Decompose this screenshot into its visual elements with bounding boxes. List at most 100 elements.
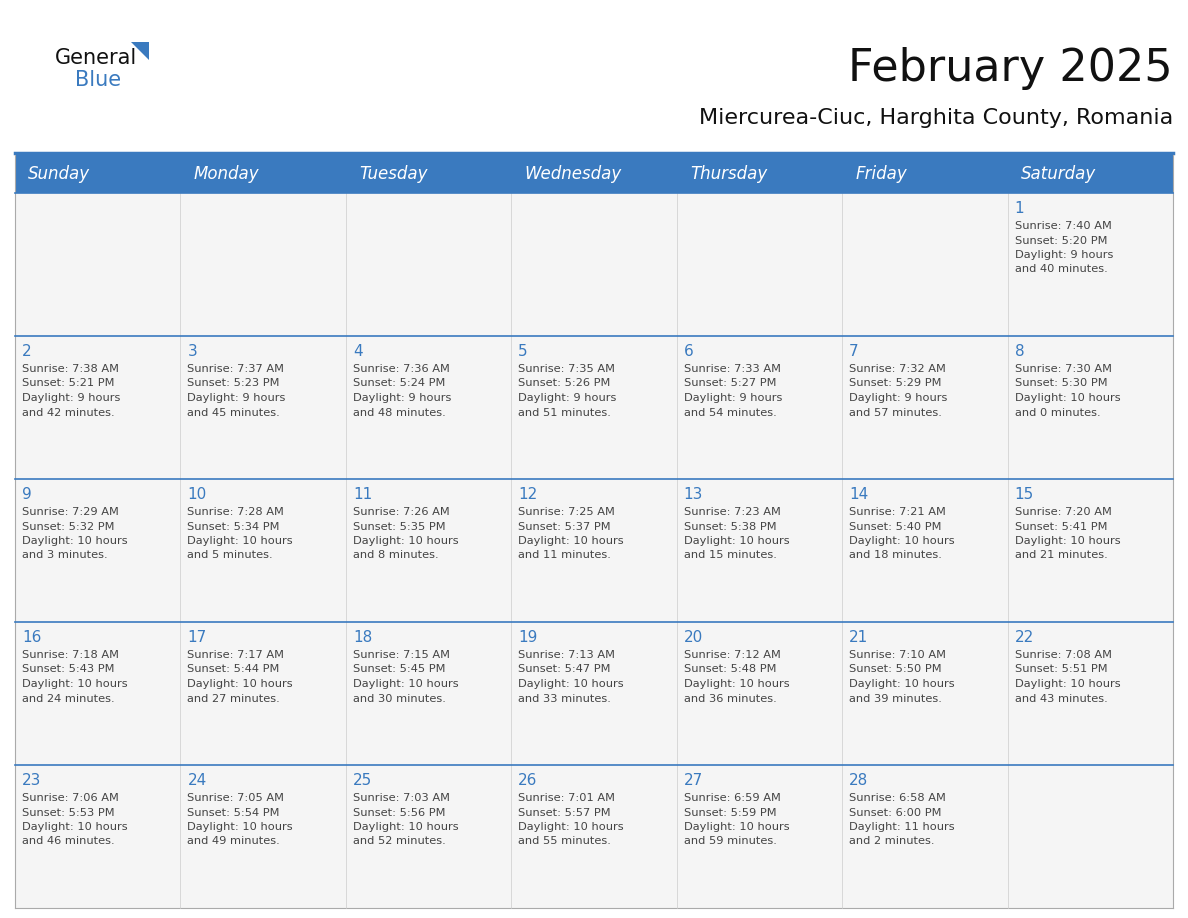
Text: 11: 11 [353, 487, 372, 502]
Text: Daylight: 10 hours: Daylight: 10 hours [849, 679, 955, 689]
Bar [15, 622, 181, 765]
Text: Sunrise: 7:03 AM: Sunrise: 7:03 AM [353, 793, 450, 803]
Text: Daylight: 10 hours: Daylight: 10 hours [188, 679, 293, 689]
Text: Sunset: 5:35 PM: Sunset: 5:35 PM [353, 521, 446, 532]
Bar [181, 155, 346, 193]
Text: Sunset: 5:41 PM: Sunset: 5:41 PM [1015, 521, 1107, 532]
Text: 3: 3 [188, 344, 197, 359]
Text: Sunrise: 7:28 AM: Sunrise: 7:28 AM [188, 507, 284, 517]
Text: Daylight: 10 hours: Daylight: 10 hours [353, 679, 459, 689]
Text: Daylight: 10 hours: Daylight: 10 hours [518, 536, 624, 546]
Text: Sunrise: 7:23 AM: Sunrise: 7:23 AM [684, 507, 781, 517]
Text: and 15 minutes.: and 15 minutes. [684, 551, 777, 561]
Bar [842, 622, 1007, 765]
Text: Sunrise: 7:33 AM: Sunrise: 7:33 AM [684, 364, 781, 374]
Text: Daylight: 10 hours: Daylight: 10 hours [23, 822, 127, 832]
Bar [677, 155, 842, 193]
Text: Daylight: 10 hours: Daylight: 10 hours [353, 536, 459, 546]
Text: and 30 minutes.: and 30 minutes. [353, 693, 446, 703]
Text: Sunset: 5:44 PM: Sunset: 5:44 PM [188, 665, 280, 675]
Text: Daylight: 10 hours: Daylight: 10 hours [684, 679, 789, 689]
Text: and 42 minutes.: and 42 minutes. [23, 408, 114, 418]
Text: Sunrise: 7:40 AM: Sunrise: 7:40 AM [1015, 221, 1112, 231]
Text: Daylight: 9 hours: Daylight: 9 hours [188, 393, 286, 403]
Text: and 51 minutes.: and 51 minutes. [518, 408, 611, 418]
Text: Blue: Blue [75, 70, 121, 90]
Text: and 59 minutes.: and 59 minutes. [684, 836, 777, 846]
Text: and 46 minutes.: and 46 minutes. [23, 836, 114, 846]
Text: and 0 minutes.: and 0 minutes. [1015, 408, 1100, 418]
Text: 12: 12 [518, 487, 537, 502]
Text: Sunrise: 7:15 AM: Sunrise: 7:15 AM [353, 650, 450, 660]
Text: and 39 minutes.: and 39 minutes. [849, 693, 942, 703]
Bar [346, 479, 511, 622]
Text: Sunrise: 7:38 AM: Sunrise: 7:38 AM [23, 364, 119, 374]
Text: 18: 18 [353, 630, 372, 645]
Bar [842, 155, 1007, 193]
Text: February 2025: February 2025 [848, 47, 1173, 89]
Text: Sunrise: 7:12 AM: Sunrise: 7:12 AM [684, 650, 781, 660]
Text: Sunset: 5:40 PM: Sunset: 5:40 PM [849, 521, 942, 532]
Text: 24: 24 [188, 773, 207, 788]
Text: 9: 9 [23, 487, 32, 502]
Text: 23: 23 [23, 773, 42, 788]
Text: 7: 7 [849, 344, 859, 359]
Text: 1: 1 [1015, 201, 1024, 216]
Text: 16: 16 [23, 630, 42, 645]
Bar [511, 765, 677, 908]
Text: Daylight: 10 hours: Daylight: 10 hours [1015, 393, 1120, 403]
Text: Sunset: 5:50 PM: Sunset: 5:50 PM [849, 665, 942, 675]
Text: Daylight: 10 hours: Daylight: 10 hours [518, 822, 624, 832]
Text: Sunrise: 7:29 AM: Sunrise: 7:29 AM [23, 507, 119, 517]
Text: Sunrise: 7:26 AM: Sunrise: 7:26 AM [353, 507, 449, 517]
Text: Monday: Monday [194, 165, 259, 183]
Text: Sunset: 5:43 PM: Sunset: 5:43 PM [23, 665, 114, 675]
Bar [346, 155, 511, 193]
Text: Sunrise: 7:05 AM: Sunrise: 7:05 AM [188, 793, 284, 803]
Text: Sunset: 5:21 PM: Sunset: 5:21 PM [23, 378, 114, 388]
Text: Daylight: 10 hours: Daylight: 10 hours [1015, 536, 1120, 546]
Bar [1007, 155, 1173, 193]
Text: and 36 minutes.: and 36 minutes. [684, 693, 777, 703]
Text: 14: 14 [849, 487, 868, 502]
Bar [677, 479, 842, 622]
Bar [15, 765, 181, 908]
Text: Sunset: 5:54 PM: Sunset: 5:54 PM [188, 808, 280, 818]
Text: 5: 5 [518, 344, 527, 359]
Text: Sunset: 5:24 PM: Sunset: 5:24 PM [353, 378, 446, 388]
Text: 26: 26 [518, 773, 538, 788]
Bar [677, 622, 842, 765]
Text: Sunrise: 7:20 AM: Sunrise: 7:20 AM [1015, 507, 1112, 517]
Text: Daylight: 9 hours: Daylight: 9 hours [684, 393, 782, 403]
Text: 10: 10 [188, 487, 207, 502]
Text: Sunrise: 7:37 AM: Sunrise: 7:37 AM [188, 364, 284, 374]
Text: Saturday: Saturday [1020, 165, 1097, 183]
Text: Daylight: 10 hours: Daylight: 10 hours [849, 536, 955, 546]
Bar [15, 193, 181, 336]
Text: Sunset: 5:27 PM: Sunset: 5:27 PM [684, 378, 776, 388]
Text: and 3 minutes.: and 3 minutes. [23, 551, 108, 561]
Bar [511, 155, 677, 193]
Bar [842, 193, 1007, 336]
Bar [15, 336, 181, 479]
Bar [181, 765, 346, 908]
Text: and 5 minutes.: and 5 minutes. [188, 551, 273, 561]
Text: 19: 19 [518, 630, 538, 645]
Text: Sunset: 5:20 PM: Sunset: 5:20 PM [1015, 236, 1107, 245]
Text: and 24 minutes.: and 24 minutes. [23, 693, 114, 703]
Text: Sunset: 5:59 PM: Sunset: 5:59 PM [684, 808, 776, 818]
Text: and 2 minutes.: and 2 minutes. [849, 836, 935, 846]
Bar [842, 479, 1007, 622]
Text: Sunrise: 7:17 AM: Sunrise: 7:17 AM [188, 650, 284, 660]
Text: Sunset: 5:23 PM: Sunset: 5:23 PM [188, 378, 280, 388]
Text: Sunset: 5:57 PM: Sunset: 5:57 PM [518, 808, 611, 818]
Bar [842, 336, 1007, 479]
Text: Thursday: Thursday [690, 165, 767, 183]
Text: Sunset: 5:30 PM: Sunset: 5:30 PM [1015, 378, 1107, 388]
Text: Sunset: 5:26 PM: Sunset: 5:26 PM [518, 378, 611, 388]
Text: Sunset: 5:51 PM: Sunset: 5:51 PM [1015, 665, 1107, 675]
Text: Sunset: 5:29 PM: Sunset: 5:29 PM [849, 378, 942, 388]
Bar [1007, 336, 1173, 479]
Text: Daylight: 9 hours: Daylight: 9 hours [23, 393, 120, 403]
Text: Sunset: 5:38 PM: Sunset: 5:38 PM [684, 521, 776, 532]
